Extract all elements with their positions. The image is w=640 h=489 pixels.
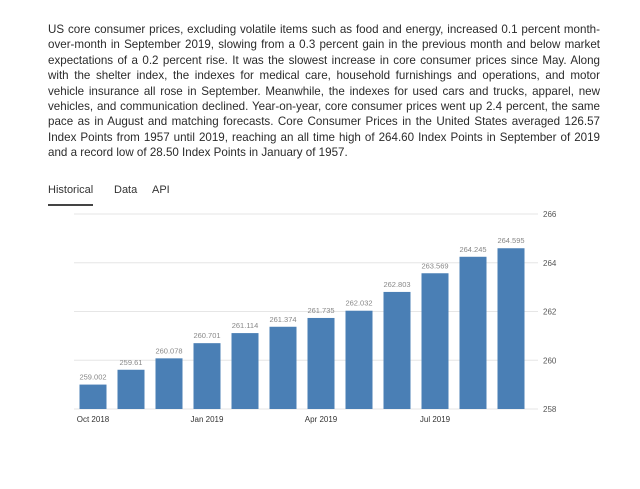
bar[interactable] — [459, 256, 487, 409]
bar[interactable] — [421, 273, 449, 409]
bar-value-label: 261.374 — [269, 315, 296, 324]
tab-api[interactable]: API — [152, 184, 170, 196]
y-tick-label: 266 — [543, 210, 557, 219]
x-tick-label: Jan 2019 — [191, 415, 224, 424]
bar[interactable] — [155, 358, 183, 409]
article-text: US core consumer prices, excluding volat… — [48, 23, 600, 160]
bar[interactable] — [345, 310, 373, 409]
x-tick-label: Oct 2018 — [77, 415, 110, 424]
bar-value-label: 260.701 — [193, 331, 220, 340]
bar-value-label: 261.735 — [307, 306, 334, 315]
bar[interactable] — [497, 248, 525, 409]
tab-data[interactable]: Data — [114, 184, 138, 196]
bar-value-label: 262.803 — [383, 280, 410, 289]
y-tick-label: 260 — [543, 356, 557, 365]
bar[interactable] — [307, 317, 335, 409]
chart-container: 259.002 259.61 260.078 260.701 261.114 261.37… — [48, 208, 608, 433]
bar[interactable] — [231, 333, 259, 409]
bar[interactable] — [383, 291, 411, 409]
bar[interactable] — [79, 384, 107, 409]
bar-value-label: 264.245 — [459, 245, 486, 254]
bar-value-label: 261.114 — [232, 321, 259, 330]
bar-value-label: 259.61 — [120, 358, 143, 367]
bar-value-label: 260.078 — [155, 346, 182, 355]
bar[interactable] — [269, 326, 297, 409]
bar[interactable] — [117, 369, 145, 409]
y-tick-label: 262 — [543, 308, 557, 317]
x-tick-label: Jul 2019 — [420, 415, 451, 424]
bar-value-label: 262.032 — [345, 299, 372, 308]
tab-historical[interactable]: Historical — [48, 184, 94, 206]
bar[interactable] — [193, 343, 221, 409]
bar-value-label: 264.595 — [497, 236, 524, 245]
y-tick-label: 258 — [543, 405, 557, 414]
bar-value-label: 259.002 — [79, 373, 106, 382]
chart-tabs: Historical Data API — [48, 180, 600, 208]
bar-chart: 259.002 259.61 260.078 260.701 261.114 261.37… — [74, 210, 557, 424]
x-tick-label: Apr 2019 — [305, 415, 338, 424]
bar-value-label: 263.569 — [421, 261, 448, 270]
y-tick-label: 264 — [543, 259, 557, 268]
